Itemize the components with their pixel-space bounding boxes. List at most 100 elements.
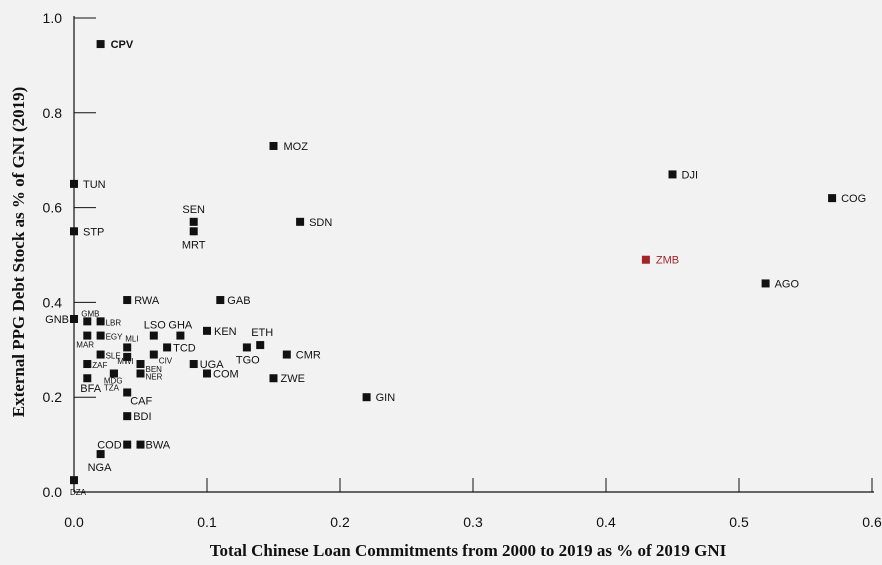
- point-bfa-marker: [83, 374, 92, 383]
- point-cmr-marker: [282, 350, 291, 359]
- point-mli-label: MLI: [125, 334, 138, 343]
- point-mwi-marker: [123, 352, 132, 361]
- point-nga-label: NGA: [88, 462, 113, 474]
- point-lso-marker: [149, 331, 158, 340]
- point-mar-marker: [83, 331, 92, 340]
- point-sen-marker: [189, 217, 198, 226]
- y-tick-label: 0.0: [43, 484, 63, 500]
- point-ken-label: KEN: [214, 326, 237, 338]
- point-bdi-marker: [123, 412, 132, 421]
- x-tick-label: 0.4: [596, 514, 616, 530]
- point-ago-label: AGO: [775, 278, 800, 290]
- point-zmb-label: ZMB: [656, 255, 679, 267]
- x-tick-label: 0.5: [729, 514, 749, 530]
- point-civ-marker: [149, 350, 158, 359]
- point-cog-label: COG: [841, 193, 866, 205]
- y-tick-label: 0.2: [43, 389, 63, 405]
- y-tick-label: 0.4: [43, 294, 63, 310]
- point-mwi-label: MWI: [117, 357, 133, 366]
- point-com-marker: [203, 369, 211, 378]
- point-gin-marker: [362, 393, 371, 402]
- point-egy-marker: [96, 331, 105, 340]
- point-mrt-marker: [189, 227, 198, 236]
- point-stp-label: STP: [83, 226, 104, 238]
- point-civ-label: CIV: [159, 357, 173, 366]
- point-gnb-label: GNB: [45, 314, 69, 326]
- point-bfa-label: BFA: [80, 383, 101, 395]
- point-zaf-marker: [83, 360, 92, 369]
- point-tza-label: TZA: [104, 384, 120, 393]
- point-mdg-label: MDG: [104, 377, 123, 386]
- point-uga-label: UGA: [200, 359, 225, 371]
- point-zmb-marker: [641, 255, 650, 264]
- point-moz-label: MOZ: [284, 141, 309, 153]
- x-axis-title: Total Chinese Loan Commitments from 2000…: [210, 541, 727, 560]
- point-tun-marker: [70, 179, 78, 188]
- point-dza-marker: [70, 476, 78, 485]
- y-tick-label: 0.6: [43, 200, 63, 216]
- point-labels: CPV MOZ TUN DJI COG SEN SDN STP MRT ZMB AGO RWA GAB G…: [45, 39, 866, 497]
- point-gab-marker: [216, 296, 225, 305]
- point-rwa-label: RWA: [134, 295, 160, 307]
- point-ben-label: BEN: [146, 365, 163, 374]
- point-ben-marker: [136, 360, 145, 369]
- point-sle-label: SLE: [106, 352, 121, 361]
- point-cod-marker: [123, 440, 132, 449]
- point-dji-marker: [668, 170, 677, 179]
- point-ner-label: NER: [146, 373, 163, 382]
- axes: [73, 16, 874, 493]
- point-sdn-label: SDN: [309, 217, 332, 229]
- point-gnb-marker: [70, 314, 78, 323]
- point-tza-marker: [109, 369, 118, 378]
- point-cod-label: COD: [97, 440, 122, 452]
- point-eth-marker: [256, 341, 265, 350]
- point-cog-marker: [828, 194, 837, 203]
- point-zaf-label: ZAF: [92, 361, 107, 370]
- point-sdn-marker: [296, 217, 305, 226]
- point-gha-label: GHA: [168, 320, 193, 332]
- point-tgo-marker: [242, 343, 251, 352]
- point-moz-marker: [269, 141, 278, 150]
- x-tick-label: 0.6: [862, 514, 882, 530]
- point-sle-marker: [96, 350, 105, 359]
- point-ken-marker: [203, 326, 211, 335]
- point-bwa-marker: [136, 440, 145, 449]
- point-dji-label: DJI: [682, 169, 699, 181]
- x-tick-label: 0.1: [197, 514, 217, 530]
- point-mrt-label: MRT: [182, 239, 206, 251]
- point-egy-label: EGY: [106, 333, 124, 342]
- point-ago-marker: [761, 279, 770, 288]
- point-cpv-marker: [96, 40, 105, 49]
- x-ticks: 0.0 0.1 0.2 0.3 0.4 0.5 0.6: [64, 478, 882, 530]
- point-zwe-label: ZWE: [281, 373, 305, 385]
- point-bdi-label: BDI: [133, 411, 151, 423]
- data-points: [70, 40, 837, 485]
- point-sen-label: SEN: [182, 204, 205, 216]
- point-lbr-label: LBR: [106, 318, 122, 327]
- y-ticks: 0.0 0.2 0.4 0.6 0.8 1.0: [43, 10, 96, 500]
- x-tick-label: 0.2: [330, 514, 350, 530]
- point-caf-marker: [123, 388, 132, 397]
- point-uga-marker: [189, 360, 198, 369]
- point-zwe-marker: [269, 374, 278, 383]
- point-cmr-label: CMR: [296, 350, 321, 362]
- point-tgo-label: TGO: [236, 354, 260, 366]
- y-tick-label: 1.0: [43, 10, 63, 26]
- point-tcd-marker: [163, 343, 172, 352]
- point-lbr-marker: [96, 317, 105, 326]
- point-gin-label: GIN: [376, 392, 396, 404]
- point-mar-label: MAR: [76, 341, 94, 350]
- point-rwa-marker: [123, 296, 132, 305]
- point-com-label: COM: [213, 369, 239, 381]
- x-tick-label: 0.0: [64, 514, 84, 530]
- point-mli-marker: [123, 343, 132, 352]
- point-lso-label: LSO: [144, 320, 166, 332]
- point-cpv-label: CPV: [111, 39, 134, 51]
- point-nga-marker: [96, 450, 105, 459]
- point-gab-label: GAB: [227, 295, 250, 307]
- point-tun-label: TUN: [83, 179, 106, 191]
- point-ner-marker: [136, 369, 145, 378]
- point-dza-label: DZA: [70, 488, 87, 497]
- point-eth-label: ETH: [251, 327, 273, 339]
